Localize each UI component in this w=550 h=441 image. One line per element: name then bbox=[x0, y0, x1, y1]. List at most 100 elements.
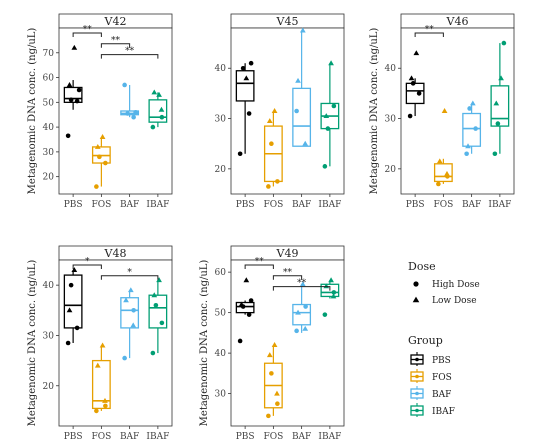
point-high-dose bbox=[125, 111, 130, 116]
significance-label: ** bbox=[297, 279, 307, 289]
point-low-dose bbox=[156, 91, 162, 97]
box-pbs bbox=[235, 60, 255, 157]
y-tick-label: 30 bbox=[215, 115, 227, 125]
box-fos bbox=[91, 134, 111, 189]
box-baf bbox=[120, 287, 140, 361]
point-low-dose bbox=[274, 390, 280, 396]
y-tick-label: 70 bbox=[43, 49, 55, 59]
x-tick-label: BAF bbox=[120, 432, 139, 441]
bracket-line bbox=[100, 54, 159, 59]
point-low-dose bbox=[465, 143, 471, 149]
point-low-dose bbox=[408, 75, 415, 81]
bracket-line bbox=[272, 286, 331, 291]
x-tick-label: FOS bbox=[263, 432, 283, 441]
point-low-dose bbox=[328, 277, 334, 283]
x-tick-label: IBAF bbox=[318, 200, 341, 210]
point-low-dose bbox=[295, 309, 301, 315]
point-low-dose bbox=[158, 106, 165, 112]
legend-key-point bbox=[415, 374, 419, 379]
significance-bracket: ** bbox=[244, 257, 274, 269]
box-pbs bbox=[235, 277, 255, 344]
legend: Dose High Dose Low Dose Group PBS FOS BAF IBAF bbox=[408, 260, 480, 417]
legend-key-point bbox=[415, 391, 419, 396]
point-low-dose bbox=[266, 352, 273, 358]
point-high-dose bbox=[150, 124, 156, 130]
legend-circle-icon bbox=[413, 281, 419, 287]
bracket-line bbox=[72, 264, 102, 269]
point-low-dose bbox=[66, 307, 73, 313]
point-high-dose bbox=[153, 302, 159, 308]
point-high-dose bbox=[294, 328, 299, 334]
point-low-dose bbox=[271, 342, 278, 348]
point-low-dose bbox=[330, 293, 337, 299]
significance-bracket: ** bbox=[414, 25, 444, 37]
x-tick-label: PBS bbox=[236, 432, 255, 441]
panel-title: V46 bbox=[446, 15, 469, 28]
y-tick-label: 60 bbox=[43, 74, 55, 84]
x-tick-label: IBAF bbox=[146, 432, 169, 441]
point-high-dose bbox=[65, 133, 71, 139]
panel-v45: V45 20 30 40 PBS FOS BAF IBAF bbox=[215, 13, 345, 210]
y-tick-label: 40 bbox=[215, 64, 227, 74]
y-tick-label: 20 bbox=[43, 173, 55, 183]
box-body bbox=[490, 85, 510, 127]
significance-bracket: ** bbox=[272, 268, 303, 280]
significance-label: ** bbox=[125, 47, 135, 57]
point-high-dose bbox=[74, 325, 80, 331]
point-low-dose bbox=[469, 100, 476, 106]
x-tick-label: PBS bbox=[406, 200, 425, 210]
point-high-dose bbox=[331, 290, 337, 295]
x-tick-label: FOS bbox=[91, 432, 111, 441]
point-low-dose bbox=[102, 397, 108, 403]
y-axis-label: Metagenomic DNA conc. (ng/uL) bbox=[27, 28, 38, 195]
point-low-dose bbox=[299, 27, 306, 33]
point-low-dose bbox=[238, 301, 245, 307]
point-low-dose bbox=[493, 100, 500, 106]
x-tick-label: FOS bbox=[91, 200, 111, 210]
significance-label: * bbox=[127, 268, 132, 278]
y-tick-label: 40 bbox=[385, 64, 397, 74]
box-body bbox=[292, 87, 312, 147]
point-high-dose bbox=[237, 338, 243, 344]
significance-label: ** bbox=[111, 36, 121, 46]
point-low-dose bbox=[99, 134, 106, 139]
box-ibaf bbox=[148, 89, 168, 130]
point-high-dose bbox=[294, 108, 299, 114]
x-tick-label: PBS bbox=[236, 200, 255, 210]
x-tick-label: BAF bbox=[462, 200, 481, 210]
point-high-dose bbox=[240, 65, 246, 71]
point-low-dose bbox=[413, 50, 420, 56]
point-high-dose bbox=[122, 82, 127, 88]
point-high-dose bbox=[237, 151, 243, 157]
box-pbs bbox=[405, 50, 425, 119]
point-high-dose bbox=[68, 97, 74, 103]
point-high-dose bbox=[68, 282, 74, 288]
panel-title: V42 bbox=[104, 15, 127, 28]
point-low-dose bbox=[441, 108, 448, 113]
point-low-dose bbox=[127, 287, 134, 293]
legend-key-pbs bbox=[410, 352, 424, 366]
legend-key-point bbox=[415, 408, 419, 413]
point-low-dose bbox=[151, 292, 158, 298]
y-tick-label: 40 bbox=[43, 123, 55, 133]
box-body bbox=[462, 112, 482, 147]
y-tick-label: 60 bbox=[215, 268, 227, 278]
point-high-dose bbox=[467, 106, 472, 111]
point-high-dose bbox=[275, 401, 280, 407]
point-high-dose bbox=[416, 91, 422, 96]
x-tick-label: IBAF bbox=[488, 200, 511, 210]
x-tick-label: IBAF bbox=[318, 432, 341, 441]
point-high-dose bbox=[122, 355, 127, 361]
point-high-dose bbox=[76, 87, 82, 93]
legend-group-item: FOS bbox=[432, 373, 452, 383]
bracket-line bbox=[100, 43, 131, 48]
x-tick-label: BAF bbox=[120, 200, 139, 210]
point-low-dose bbox=[295, 77, 301, 83]
box-fos bbox=[263, 108, 283, 189]
point-high-dose bbox=[331, 103, 337, 109]
point-high-dose bbox=[473, 126, 478, 131]
point-low-dose bbox=[94, 143, 101, 149]
legend-dose-item: High Dose bbox=[432, 280, 480, 290]
y-tick-label: 30 bbox=[215, 390, 227, 400]
point-low-dose bbox=[130, 322, 137, 328]
